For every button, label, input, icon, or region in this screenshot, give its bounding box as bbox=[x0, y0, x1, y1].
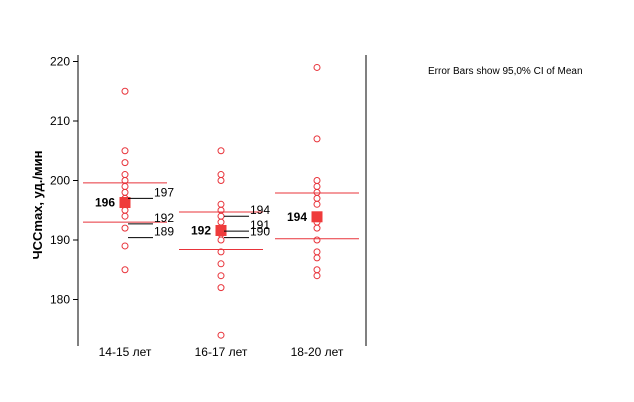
data-point bbox=[313, 194, 321, 202]
y-tick-label: 180 bbox=[50, 293, 70, 307]
data-point bbox=[217, 331, 225, 339]
axes: 180 190 200 210 220 14-15 лет 16-17 лет 18-20 л… bbox=[50, 55, 367, 359]
mean-label: 194 bbox=[287, 210, 307, 224]
data-point bbox=[217, 218, 225, 226]
mean-marker bbox=[215, 224, 227, 236]
data-point bbox=[217, 177, 225, 184]
data-point bbox=[313, 224, 321, 232]
y-axis-label: ЧССmax, уд./мин bbox=[30, 151, 45, 260]
data-point bbox=[121, 188, 129, 196]
mean-label: 196 bbox=[95, 196, 115, 210]
data-point bbox=[217, 272, 225, 280]
annotation-label: 192 bbox=[154, 211, 174, 225]
x-category-label: 16-17 лет bbox=[195, 345, 248, 359]
y-tick-label: 210 bbox=[50, 114, 70, 128]
data-point bbox=[121, 182, 129, 190]
y-tick-label: 220 bbox=[50, 55, 70, 69]
data-point bbox=[313, 188, 321, 196]
data-point bbox=[121, 171, 129, 179]
data-point bbox=[313, 177, 321, 184]
group-3: 194 bbox=[275, 63, 359, 280]
data-point bbox=[121, 147, 129, 155]
annotation-label: 197 bbox=[154, 185, 174, 199]
annotation-label: 191 bbox=[250, 218, 270, 232]
y-tick-label: 190 bbox=[50, 233, 70, 247]
data-point bbox=[217, 284, 225, 292]
data-point bbox=[313, 135, 321, 143]
data-point bbox=[313, 182, 321, 190]
data-point bbox=[217, 147, 225, 155]
annotation-label: 194 bbox=[250, 203, 270, 217]
data-point bbox=[217, 200, 225, 208]
data-point bbox=[121, 206, 129, 214]
data-point bbox=[121, 266, 129, 274]
data-point bbox=[217, 212, 225, 220]
mean-label: 192 bbox=[191, 223, 211, 237]
data-point bbox=[121, 87, 129, 95]
data-point bbox=[313, 200, 321, 208]
mean-marker bbox=[119, 197, 131, 209]
data-point bbox=[121, 242, 129, 250]
error-bar-note: Error Bars show 95,0% CI of Mean bbox=[428, 66, 583, 77]
data-point bbox=[313, 272, 321, 280]
data-point bbox=[313, 266, 321, 274]
data-point bbox=[121, 212, 129, 220]
x-category-label: 18-20 лет bbox=[291, 345, 344, 359]
data-point bbox=[217, 248, 225, 256]
data-point bbox=[121, 224, 129, 232]
data-point bbox=[313, 254, 321, 262]
data-point bbox=[121, 159, 129, 167]
data-point bbox=[313, 236, 321, 244]
annotation-label: 189 bbox=[154, 225, 174, 239]
x-category-label: 14-15 лет bbox=[99, 345, 152, 359]
data-point bbox=[313, 63, 321, 71]
data-point bbox=[217, 260, 225, 268]
y-tick-label: 200 bbox=[50, 174, 70, 188]
mean-marker bbox=[311, 211, 323, 223]
data-point bbox=[217, 236, 225, 244]
data-point bbox=[217, 171, 225, 179]
data-point bbox=[313, 248, 321, 256]
annotation-label: 190 bbox=[250, 225, 270, 239]
